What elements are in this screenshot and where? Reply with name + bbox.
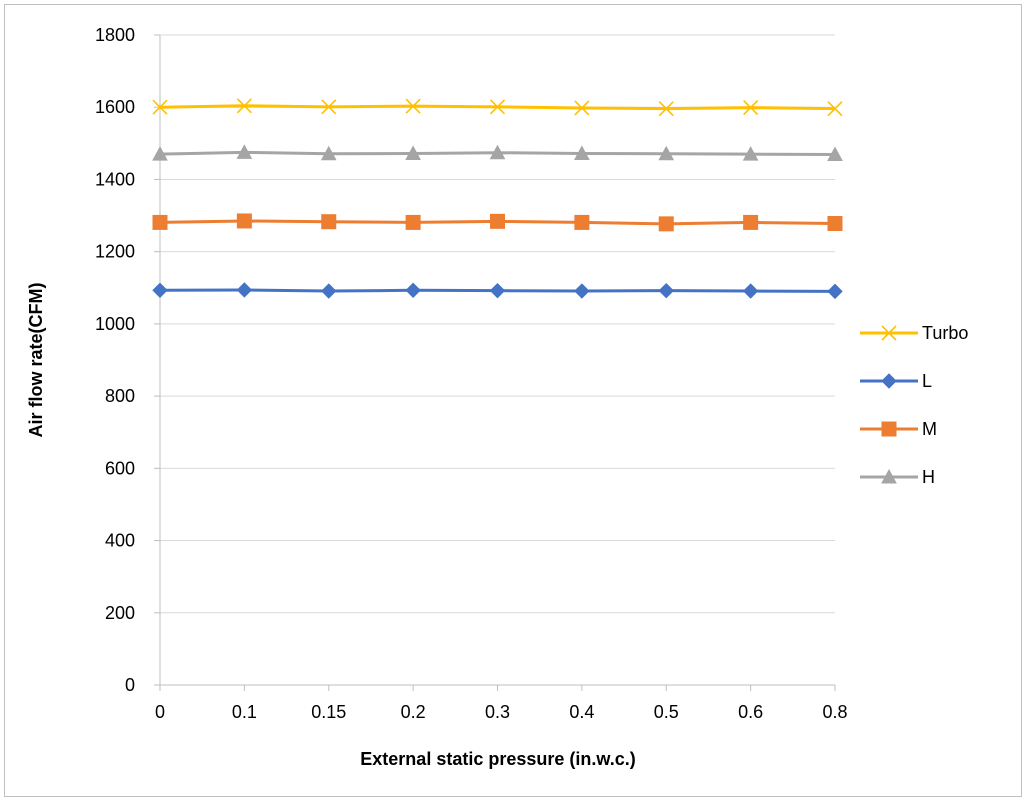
data-point-l <box>152 282 168 299</box>
series-turbo <box>152 98 843 117</box>
marker-stroke <box>881 325 897 341</box>
marker-stroke <box>152 99 168 115</box>
series-h <box>152 144 843 162</box>
y-tick-label: 1000 <box>95 314 135 334</box>
data-point-turbo <box>489 99 506 115</box>
marker-stroke <box>827 101 843 117</box>
x-tick-label: 0.5 <box>654 702 679 722</box>
marker-stroke <box>405 98 421 114</box>
x-tick-label: 0.1 <box>232 702 257 722</box>
data-point-turbo <box>405 98 421 114</box>
x-tick-label: 0.15 <box>311 702 346 722</box>
data-point-l <box>236 282 253 298</box>
legend-item-m: M <box>860 419 937 439</box>
data-point-h <box>658 145 675 161</box>
x-tick-label: 0.2 <box>401 702 426 722</box>
y-tick-label: 1200 <box>95 242 135 262</box>
legend-label-l: L <box>922 371 932 391</box>
data-point-m <box>658 216 674 232</box>
marker-stroke <box>489 99 506 115</box>
data-point-m <box>743 214 759 230</box>
y-tick-label: 400 <box>105 531 135 551</box>
data-point-m <box>405 214 421 230</box>
data-point-l <box>658 282 674 299</box>
data-point-m <box>152 214 168 230</box>
y-tick-label: 1600 <box>95 97 135 117</box>
y-tick-label: 800 <box>105 386 135 406</box>
x-tick-labels: 0 0.1 0.15 0.2 0.3 0.4 0.5 0.6 0.8 <box>155 702 848 722</box>
data-point-turbo <box>574 100 590 116</box>
y-tick-label: 600 <box>105 458 135 478</box>
y-tick-label: 1800 <box>95 25 135 45</box>
y-axis-title: Air flow rate(CFM) <box>26 282 46 437</box>
legend-marker-m <box>881 421 897 437</box>
x-tick-label: 0.4 <box>569 702 594 722</box>
data-point-turbo <box>827 101 843 117</box>
axes <box>154 34 836 691</box>
x-axis-title: External static pressure (in.w.c.) <box>360 749 635 769</box>
chart-frame <box>4 4 1022 797</box>
data-point-turbo <box>236 98 252 114</box>
y-tick-label: 1400 <box>95 169 135 189</box>
data-point-m <box>321 214 337 230</box>
legend-marker-l <box>881 373 897 389</box>
series-m <box>152 213 843 232</box>
x-tick-label: 0.3 <box>485 702 510 722</box>
data-point-turbo <box>658 101 674 117</box>
data-point-turbo <box>743 100 759 116</box>
legend-item-l: L <box>860 371 932 391</box>
data-point-turbo <box>152 99 168 115</box>
legend: Turbo L M H <box>860 323 968 487</box>
legend-marker-turbo <box>881 325 897 341</box>
series-lines <box>152 98 843 300</box>
y-tick-label: 0 <box>125 675 135 695</box>
marker-stroke <box>574 100 590 116</box>
y-tick-labels: 0 200 400 600 800 1000 1200 1400 1600 1800 <box>95 25 135 695</box>
series-l <box>152 282 843 300</box>
data-point-h <box>405 145 421 160</box>
marker-stroke <box>321 99 337 115</box>
data-point-h <box>742 146 759 161</box>
x-tick-label: 0 <box>155 702 165 722</box>
gridlines <box>160 34 835 614</box>
data-point-l <box>827 283 843 300</box>
data-point-l <box>574 283 590 299</box>
marker-stroke <box>236 98 252 114</box>
legend-item-h: H <box>860 467 935 487</box>
data-point-l <box>321 283 337 299</box>
legend-label-h: H <box>922 467 935 487</box>
marker-stroke <box>743 100 759 116</box>
data-point-h <box>574 145 590 160</box>
data-point-m <box>827 216 843 231</box>
data-point-l <box>489 282 506 299</box>
legend-label-m: M <box>922 419 937 439</box>
legend-marker-h <box>881 468 897 484</box>
x-tick-label: 0.8 <box>822 702 847 722</box>
data-point-h <box>152 146 168 161</box>
data-point-m <box>490 213 505 229</box>
data-point-l <box>405 282 421 299</box>
data-point-m <box>574 214 590 230</box>
x-tick-label: 0.6 <box>738 702 763 722</box>
data-point-h <box>320 145 337 161</box>
marker-stroke <box>658 101 674 117</box>
y-tick-label: 200 <box>105 603 135 623</box>
data-point-h <box>489 144 506 160</box>
data-point-h <box>236 144 253 159</box>
data-point-m <box>236 213 252 229</box>
legend-label-turbo: Turbo <box>922 323 968 343</box>
legend-item-turbo: Turbo <box>860 323 968 343</box>
data-point-h <box>827 146 843 162</box>
data-point-l <box>742 283 759 299</box>
data-point-turbo <box>321 99 337 115</box>
